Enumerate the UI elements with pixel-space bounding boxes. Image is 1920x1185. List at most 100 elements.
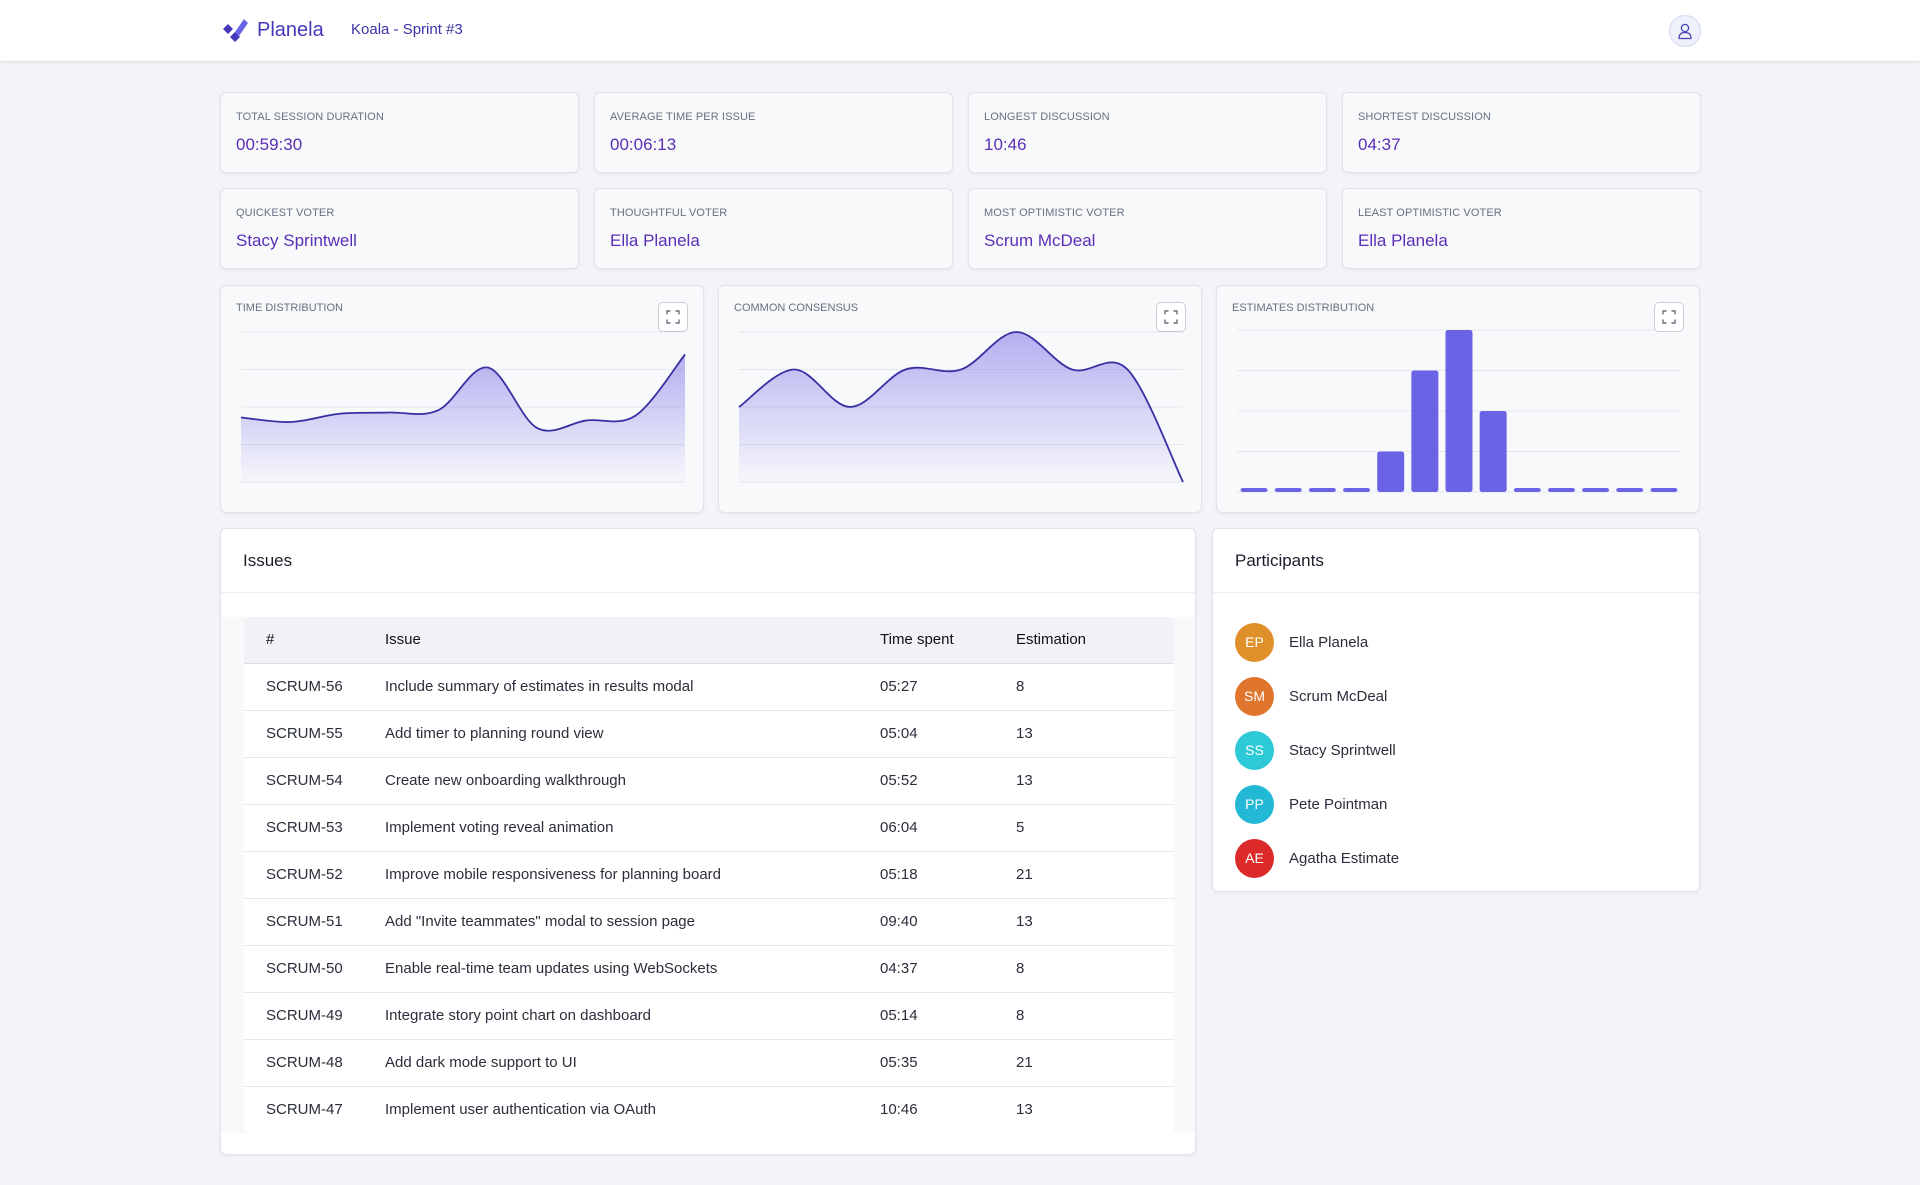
estimates-distribution-chart-card: ESTIMATES DISTRIBUTION (1216, 285, 1700, 513)
stat-card-thoughtful-voter: THOUGHTFUL VOTER Ella Planela (594, 188, 953, 269)
issue-title: Enable real-time team updates using WebS… (385, 945, 880, 993)
bar-5 (1377, 451, 1405, 492)
bar-6 (1411, 370, 1439, 492)
stat-label: TOTAL SESSION DURATION (236, 111, 384, 123)
list-item: EP Ella Planela (1235, 615, 1677, 669)
issue-estimation: 5 (1016, 804, 1174, 852)
expand-icon (1164, 310, 1178, 324)
table-row[interactable]: SCRUM-56 Include summary of estimates in… (244, 663, 1174, 711)
issue-id: SCRUM-55 (244, 710, 385, 758)
stat-value: Stacy Sprintwell (236, 231, 357, 250)
issues-panel: Issues # Issue Time spent Estimation SCR… (220, 528, 1196, 1155)
issue-id: SCRUM-54 (244, 757, 385, 805)
expand-chart-button[interactable] (658, 302, 688, 332)
bar-4 (1343, 488, 1371, 492)
issue-time-spent: 05:04 (880, 710, 1016, 758)
list-item: SS Stacy Sprintwell (1235, 723, 1677, 777)
session-title: Koala - Sprint #3 (351, 21, 463, 38)
issue-estimation: 8 (1016, 663, 1174, 711)
participant-name: Agatha Estimate (1289, 849, 1400, 867)
brand-name: Planela (257, 18, 324, 41)
table-row[interactable]: SCRUM-48 Add dark mode support to UI 05:… (244, 1039, 1174, 1087)
bar-9 (1513, 488, 1541, 492)
column-header-estimation[interactable]: Estimation (1016, 617, 1174, 664)
series-area (241, 354, 685, 482)
table-row[interactable]: SCRUM-52 Improve mobile responsiveness f… (244, 851, 1174, 899)
issue-title: Add timer to planning round view (385, 710, 880, 758)
planela-logo-icon (223, 19, 248, 42)
table-row[interactable]: SCRUM-54 Create new onboarding walkthrou… (244, 757, 1174, 805)
stat-card-quickest-voter: QUICKEST VOTER Stacy Sprintwell (220, 188, 579, 269)
issue-id: SCRUM-51 (244, 898, 385, 946)
expand-chart-button[interactable] (1156, 302, 1186, 332)
issue-estimation: 8 (1016, 992, 1174, 1040)
avatar: EP (1235, 622, 1274, 662)
series-line (240, 353, 686, 432)
issue-id: SCRUM-50 (244, 945, 385, 993)
stat-value: Scrum McDeal (984, 231, 1096, 250)
issue-time-spent: 10:46 (880, 1101, 918, 1119)
series-area (739, 332, 1183, 482)
issue-title: Include summary of estimates in results … (385, 663, 880, 711)
stat-value: 10:46 (984, 135, 1027, 154)
participant-name: Ella Planela (1289, 633, 1369, 651)
bar-3 (1308, 488, 1336, 492)
stat-label: LEAST OPTIMISTIC VOTER (1358, 207, 1502, 219)
issue-id: SCRUM-53 (244, 804, 385, 852)
column-header-time-spent[interactable]: Time spent (880, 617, 1016, 664)
expand-chart-button[interactable] (1654, 302, 1684, 332)
stat-card-total-session-duration: TOTAL SESSION DURATION 00:59:30 (220, 92, 579, 173)
issue-estimation: 21 (1016, 1039, 1174, 1087)
issue-time-spent: 05:52 (880, 757, 1016, 805)
bar-8 (1479, 411, 1507, 492)
expand-icon (666, 310, 680, 324)
table-row[interactable]: SCRUM-51 Add "Invite teammates" modal to… (244, 898, 1174, 946)
issues-panel-header: Issues (221, 529, 1195, 593)
avatar: AE (1235, 838, 1274, 878)
table-row[interactable]: SCRUM-55 Add timer to planning round vie… (244, 710, 1174, 758)
stat-card-longest-discussion: LONGEST DISCUSSION 10:46 (968, 92, 1327, 173)
issues-title: Issues (243, 550, 293, 570)
issue-title: Implement user authentication via OAuth (385, 1101, 656, 1119)
stat-card-average-time-per-issue: AVERAGE TIME PER ISSUE 00:06:13 (594, 92, 953, 173)
stat-value: 00:59:30 (236, 135, 303, 154)
issue-title: Add "Invite teammates" modal to session … (385, 898, 880, 946)
list-item: PP Pete Pointman (1235, 777, 1677, 831)
issue-estimation: 8 (1016, 945, 1174, 993)
table-row[interactable]: SCRUM-47 Implement user authentication v… (244, 1086, 1174, 1133)
issue-time-spent: 09:40 (880, 898, 1016, 946)
column-header-issue[interactable]: Issue (385, 617, 880, 664)
issue-title: Improve mobile responsiveness for planni… (385, 851, 880, 899)
table-row[interactable]: SCRUM-49 Integrate story point chart on … (244, 992, 1174, 1040)
stat-value: Ella Planela (1358, 231, 1448, 250)
issues-table: # Issue Time spent Estimation SCRUM-56 I… (244, 617, 1174, 1133)
issue-time-spent: 05:14 (880, 992, 1016, 1040)
stat-label: MOST OPTIMISTIC VOTER (984, 207, 1125, 219)
issue-estimation: 13 (1016, 710, 1174, 758)
table-header-row: # Issue Time spent Estimation (244, 617, 1174, 664)
avatar: SM (1235, 676, 1274, 716)
avatar: SS (1235, 730, 1274, 770)
issue-title: Integrate story point chart on dashboard (385, 992, 880, 1040)
issues-panel-body: # Issue Time spent Estimation SCRUM-56 I… (221, 617, 1195, 1133)
list-item: SM Scrum McDeal (1235, 669, 1677, 723)
column-header-id[interactable]: # (244, 617, 385, 664)
issue-id: SCRUM-52 (244, 851, 385, 899)
bar-2 (1274, 488, 1302, 492)
stat-label: LONGEST DISCUSSION (984, 111, 1110, 123)
table-row[interactable]: SCRUM-50 Enable real-time team updates u… (244, 945, 1174, 993)
profile-button[interactable] (1669, 15, 1701, 47)
table-row[interactable]: SCRUM-53 Implement voting reveal animati… (244, 804, 1174, 852)
bar-10 (1547, 488, 1575, 492)
stat-card-most-optimistic-voter: MOST OPTIMISTIC VOTER Scrum McDeal (968, 188, 1327, 269)
participant-name: Stacy Sprintwell (1289, 741, 1396, 759)
participant-name: Pete Pointman (1289, 795, 1388, 813)
bar-11 (1582, 488, 1610, 492)
user-icon (1678, 23, 1692, 40)
brand-home-link[interactable]: Planela (221, 16, 324, 44)
issue-title: Implement voting reveal animation (385, 804, 880, 852)
issue-id: SCRUM-47 (266, 1101, 343, 1119)
issue-time-spent: 05:35 (880, 1039, 1016, 1087)
time-distribution-chart (240, 331, 686, 483)
issue-title: Create new onboarding walkthrough (385, 757, 880, 805)
